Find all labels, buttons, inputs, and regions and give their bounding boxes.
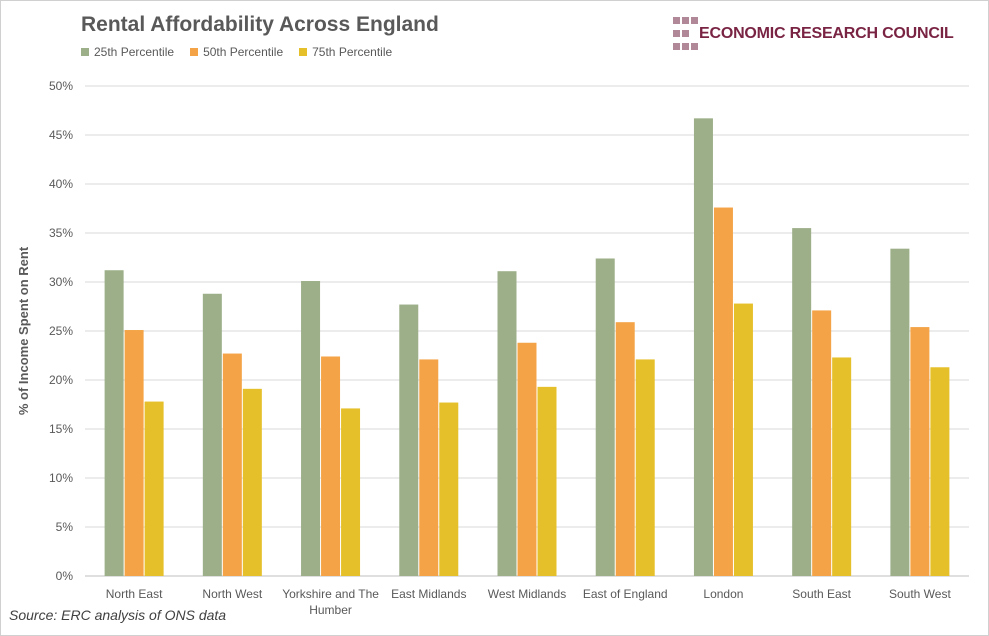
bar	[341, 408, 361, 576]
bar	[910, 327, 930, 576]
y-tick-label: 25%	[49, 324, 73, 338]
bar	[832, 357, 852, 576]
logo-text: ECONOMIC RESEARCH COUNCIL	[699, 25, 954, 42]
y-tick-label: 50%	[49, 79, 73, 93]
y-tick-label: 5%	[56, 520, 74, 534]
y-tick-label: 15%	[49, 422, 73, 436]
bar	[812, 310, 832, 576]
x-tick-label: West Midlands	[488, 587, 566, 601]
bar	[792, 228, 812, 576]
bar	[202, 293, 222, 576]
y-tick-label: 10%	[49, 471, 73, 485]
bar	[890, 248, 910, 576]
bar	[595, 258, 615, 576]
y-axis-label: % of Income Spent on Rent	[16, 246, 31, 415]
legend-item: 25th Percentile	[81, 45, 174, 59]
x-tick-label: North West	[202, 587, 262, 601]
y-tick-label: 0%	[56, 569, 74, 583]
bar	[104, 270, 124, 576]
legend-swatch	[81, 48, 89, 56]
legend-item: 50th Percentile	[190, 45, 283, 59]
bar	[713, 207, 733, 576]
y-tick-label: 20%	[49, 373, 73, 387]
y-tick-label: 45%	[49, 128, 73, 142]
legend-label: 50th Percentile	[203, 45, 284, 59]
x-tick-label: South West	[889, 587, 951, 601]
bar	[930, 367, 950, 576]
legend: 25th Percentile 50th Percentile 75th Perce…	[81, 45, 392, 59]
bar	[517, 342, 537, 576]
bar	[399, 304, 419, 576]
bar	[301, 281, 321, 576]
bar	[733, 303, 753, 576]
bar	[537, 386, 557, 576]
legend-swatch	[299, 48, 308, 56]
x-tick-label: North East	[106, 587, 163, 601]
bar	[497, 271, 517, 576]
x-tick-label: South East	[792, 587, 851, 601]
bar	[124, 330, 144, 576]
legend-label: 75th Percentile	[312, 45, 393, 59]
source-note: Source: ERC analysis of ONS data	[9, 607, 227, 623]
chart-title: Rental Affordability Across England	[81, 13, 439, 36]
bar	[615, 322, 635, 576]
y-tick-label: 40%	[49, 177, 73, 191]
legend-swatch	[190, 48, 199, 56]
bar	[144, 401, 164, 576]
bar	[693, 118, 713, 576]
y-tick-label: 35%	[49, 226, 73, 240]
x-tick-label: East of England	[583, 587, 668, 601]
bar	[242, 388, 262, 576]
bar	[635, 359, 655, 576]
bar	[222, 353, 242, 576]
y-tick-label: 30%	[49, 275, 73, 289]
x-tick-label: London	[703, 587, 743, 601]
x-tick-label: East Midlands	[391, 587, 466, 601]
x-tick-label: Yorkshire and The Humber	[282, 587, 379, 617]
legend-item: 75th Percentile	[299, 45, 392, 59]
legend-label: 25th Percentile	[94, 45, 175, 59]
erc-logo: ECONOMIC RESEARCH COUNCIL	[673, 17, 973, 53]
bar	[419, 359, 439, 576]
bar	[321, 356, 341, 576]
bar	[439, 402, 459, 576]
